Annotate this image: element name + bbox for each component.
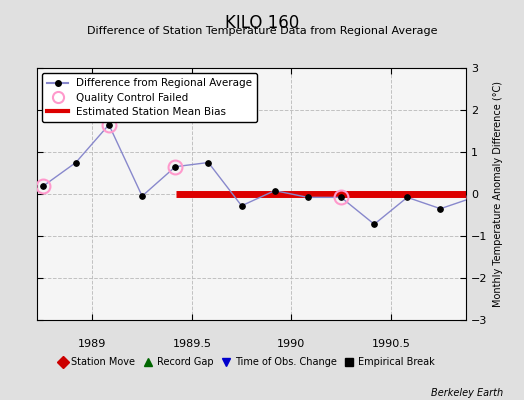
Text: 1989: 1989 (78, 340, 106, 350)
Text: 1989.5: 1989.5 (172, 340, 211, 350)
Legend: Station Move, Record Gap, Time of Obs. Change, Empirical Break: Station Move, Record Gap, Time of Obs. C… (55, 354, 438, 370)
Text: KILO 160: KILO 160 (225, 14, 299, 32)
Text: Difference of Station Temperature Data from Regional Average: Difference of Station Temperature Data f… (87, 26, 437, 36)
Text: 1990: 1990 (277, 340, 305, 350)
Legend: Difference from Regional Average, Quality Control Failed, Estimated Station Mean: Difference from Regional Average, Qualit… (42, 73, 257, 122)
Text: Berkeley Earth: Berkeley Earth (431, 388, 503, 398)
Text: 1990.5: 1990.5 (372, 340, 410, 350)
Y-axis label: Monthly Temperature Anomaly Difference (°C): Monthly Temperature Anomaly Difference (… (493, 81, 503, 307)
